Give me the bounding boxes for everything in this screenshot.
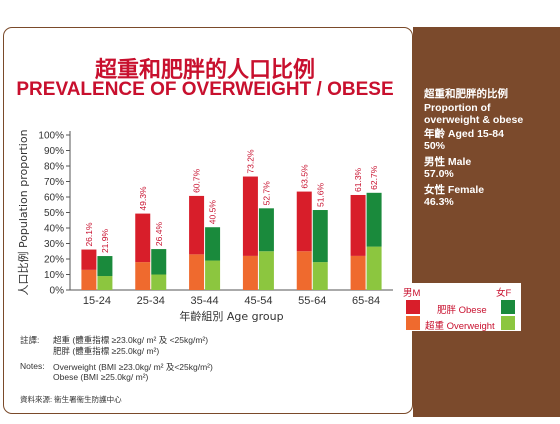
data-label-male: 49.3%	[138, 186, 148, 211]
bar-male-obese	[296, 191, 312, 252]
legend-male-obese-swatch	[406, 300, 420, 314]
y-tick-label: 20%	[44, 255, 64, 266]
bar-male-obese	[135, 213, 151, 263]
chart-card	[3, 27, 413, 414]
bar-male-overweight	[135, 262, 151, 290]
notes-cn-line2: 肥胖 (體重指標 ≥25.0kg/ m²)	[53, 346, 160, 356]
y-tick-label: 0%	[50, 286, 65, 297]
y-axis-title: 人口比例 Population proportion	[16, 129, 30, 295]
data-label-male: 60.7%	[192, 168, 202, 193]
panel-female-value: 46.3%	[424, 196, 454, 208]
bar-female-obese	[205, 227, 221, 261]
y-tick-label: 60%	[44, 193, 64, 204]
legend-female-overweight-swatch	[501, 316, 515, 330]
x-tick-label: 15-24	[83, 295, 111, 307]
bar-male-obese	[81, 249, 97, 270]
data-label-male: 26.1%	[84, 222, 94, 247]
x-tick-label: 65-84	[352, 295, 380, 307]
data-label-female: 51.6%	[315, 182, 325, 207]
bar-male-overweight	[242, 255, 258, 290]
bar-male-overweight	[296, 251, 312, 290]
bar-male-obese	[242, 176, 258, 256]
x-tick-label: 45-54	[244, 295, 272, 307]
panel-heading-en-1: Proportion of	[424, 102, 491, 114]
data-label-female: 40.5%	[208, 200, 218, 225]
bar-male-overweight	[189, 254, 205, 290]
bar-male-obese	[350, 194, 366, 256]
bar-female-obese	[366, 192, 382, 247]
y-tick-label: 10%	[44, 270, 64, 281]
x-axis-title: 年齡組別 Age group	[179, 309, 283, 323]
panel-heading-en-2: overweight & obese	[424, 114, 524, 126]
notes-label-cn: 註譯:	[20, 335, 40, 345]
notes-label-en: Notes:	[20, 361, 45, 371]
panel-male-value: 57.0%	[424, 168, 454, 180]
notes-en-line2: Obese (BMI ≥25.0kg/ m²)	[53, 372, 149, 382]
y-tick-label: 40%	[44, 224, 64, 235]
data-label-female: 52.7%	[261, 181, 271, 206]
bar-chart: 0% 10% 20% 30% 40% 50% 60% 70% 80% 90% 100% 人口比例 Po…	[16, 129, 393, 323]
data-label-male: 73.2%	[245, 149, 255, 174]
legend: 男M 女F 肥胖 Obese 超重 Overweight	[401, 283, 521, 332]
bar-female-overweight	[205, 260, 221, 290]
chart-title-chinese: 超重和肥胖的人口比例	[94, 58, 315, 83]
bar-female-obese	[258, 208, 274, 252]
y-tick-label: 70%	[44, 177, 64, 188]
y-tick-label: 100%	[38, 131, 64, 142]
panel-female-label: 女性 Female	[424, 184, 485, 196]
bar-female-overweight	[97, 276, 113, 290]
chart-title-english: PREVALENCE OF OVERWEIGHT / OBESE	[16, 79, 394, 100]
panel-heading-cn: 超重和肥胖的比例	[424, 88, 508, 100]
bar-female-overweight	[312, 262, 328, 290]
x-tick-label: 35-44	[191, 295, 219, 307]
bar-female-overweight	[258, 251, 274, 290]
bar-male-obese	[189, 195, 205, 255]
bar-female-obese	[151, 249, 167, 275]
side-panel	[413, 27, 560, 417]
x-tick-label: 25-34	[137, 295, 165, 307]
legend-obese-label: 肥胖 Obese	[437, 305, 487, 316]
legend-male-label: 男M	[403, 288, 421, 299]
bar-female-obese	[97, 256, 113, 277]
notes-en-line1: Overweight (BMI ≥23.0kg/ m² 及<25kg/m²)	[53, 362, 213, 372]
y-tick-label: 90%	[44, 146, 64, 157]
y-tick-label: 50%	[44, 208, 64, 219]
data-label-female: 26.4%	[154, 222, 164, 247]
data-label-male: 61.3%	[353, 167, 363, 192]
y-tick-label: 80%	[44, 162, 64, 173]
legend-female-label: 女F	[496, 288, 512, 299]
bar-female-overweight	[151, 274, 167, 290]
panel-age-label: 年齡 Aged 15-84	[424, 128, 504, 140]
legend-female-obese-swatch	[501, 300, 515, 314]
data-label-male: 63.5%	[299, 164, 309, 189]
source-note: 資料來源: 衞生署衞生防護中心	[20, 395, 122, 404]
data-label-female: 21.9%	[100, 229, 110, 254]
bar-female-overweight	[366, 246, 382, 290]
notes-cn-line1: 超重 (體重指標 ≥23.0kg/ m² 及 <25kg/m²)	[53, 335, 209, 345]
panel-age-value: 50%	[424, 140, 446, 152]
bar-male-overweight	[81, 269, 97, 290]
bar-male-overweight	[350, 255, 366, 290]
data-label-female: 62.7%	[369, 165, 379, 190]
y-tick-label: 30%	[44, 239, 64, 250]
legend-overweight-label: 超重 Overweight	[425, 321, 495, 332]
x-tick-label: 55-64	[298, 295, 326, 307]
bar-female-obese	[312, 210, 328, 263]
legend-male-overweight-swatch	[406, 316, 420, 330]
panel-male-label: 男性 Male	[424, 156, 472, 168]
side-panel-text: 超重和肥胖的比例 Proportion of overweight & obes…	[424, 88, 554, 210]
